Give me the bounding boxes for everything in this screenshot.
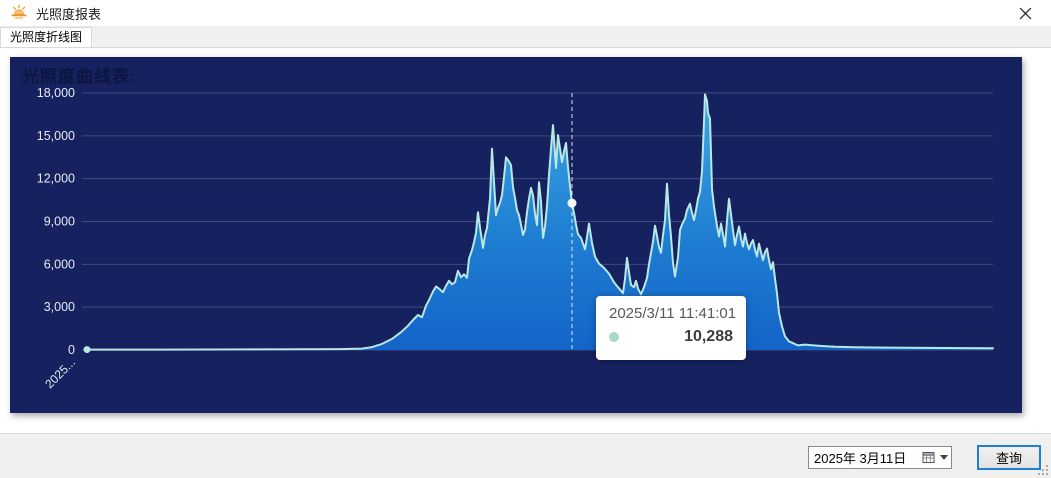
resize-grip-icon[interactable] (1038, 465, 1050, 477)
y-axis-label: 12,000 (37, 172, 75, 186)
tooltip-value: 10,288 (684, 328, 733, 345)
sunrise-icon (11, 4, 27, 19)
y-axis-label: 6,000 (44, 257, 75, 271)
hover-marker (567, 198, 577, 208)
y-axis-label: 18,000 (37, 86, 75, 100)
dropdown-arrow-icon[interactable] (940, 455, 948, 460)
y-axis-label: 9,000 (44, 215, 75, 229)
chart-title: 光照度曲线表: (22, 67, 137, 86)
y-axis-label: 0 (68, 343, 75, 357)
close-icon[interactable] (1015, 3, 1035, 23)
x-axis-label: 2025... (42, 355, 78, 391)
tab-light-line-chart[interactable]: 光照度折线图 (0, 27, 93, 47)
y-axis-label: 15,000 (37, 129, 75, 143)
window-title: 光照度报表 (36, 6, 102, 22)
chart-tooltip: 2025/3/11 11:41:01 10,288 (596, 296, 746, 360)
tab-strip: 光照度折线图 (0, 27, 1051, 48)
title-bar: 光照度报表 (0, 0, 1051, 27)
illuminance-area-chart[interactable]: 0 3,000 6,000 9,000 12,000 15,000 18,000 2025..… (10, 57, 1022, 413)
area-fill (87, 94, 993, 351)
date-picker-value: 2025年 3月11日 (814, 451, 907, 466)
query-button[interactable]: 查询 (977, 445, 1041, 470)
chart-panel: 0 3,000 6,000 9,000 12,000 15,000 18,000 2025..… (10, 57, 1022, 413)
tab-label: 光照度折线图 (10, 30, 83, 44)
tooltip-datetime: 2025/3/11 11:41:01 (609, 305, 737, 322)
content-area: 0 3,000 6,000 9,000 12,000 15,000 18,000 2025..… (0, 48, 1051, 433)
series-line (86, 93, 994, 351)
series-start-dot (83, 346, 91, 354)
footer-bar: 2025年 3月11日 查询 (0, 433, 1051, 478)
date-picker[interactable]: 2025年 3月11日 (808, 446, 952, 469)
calendar-icon[interactable] (922, 451, 936, 464)
y-axis-label: 3,000 (44, 300, 75, 314)
series-dot-icon (609, 332, 619, 342)
